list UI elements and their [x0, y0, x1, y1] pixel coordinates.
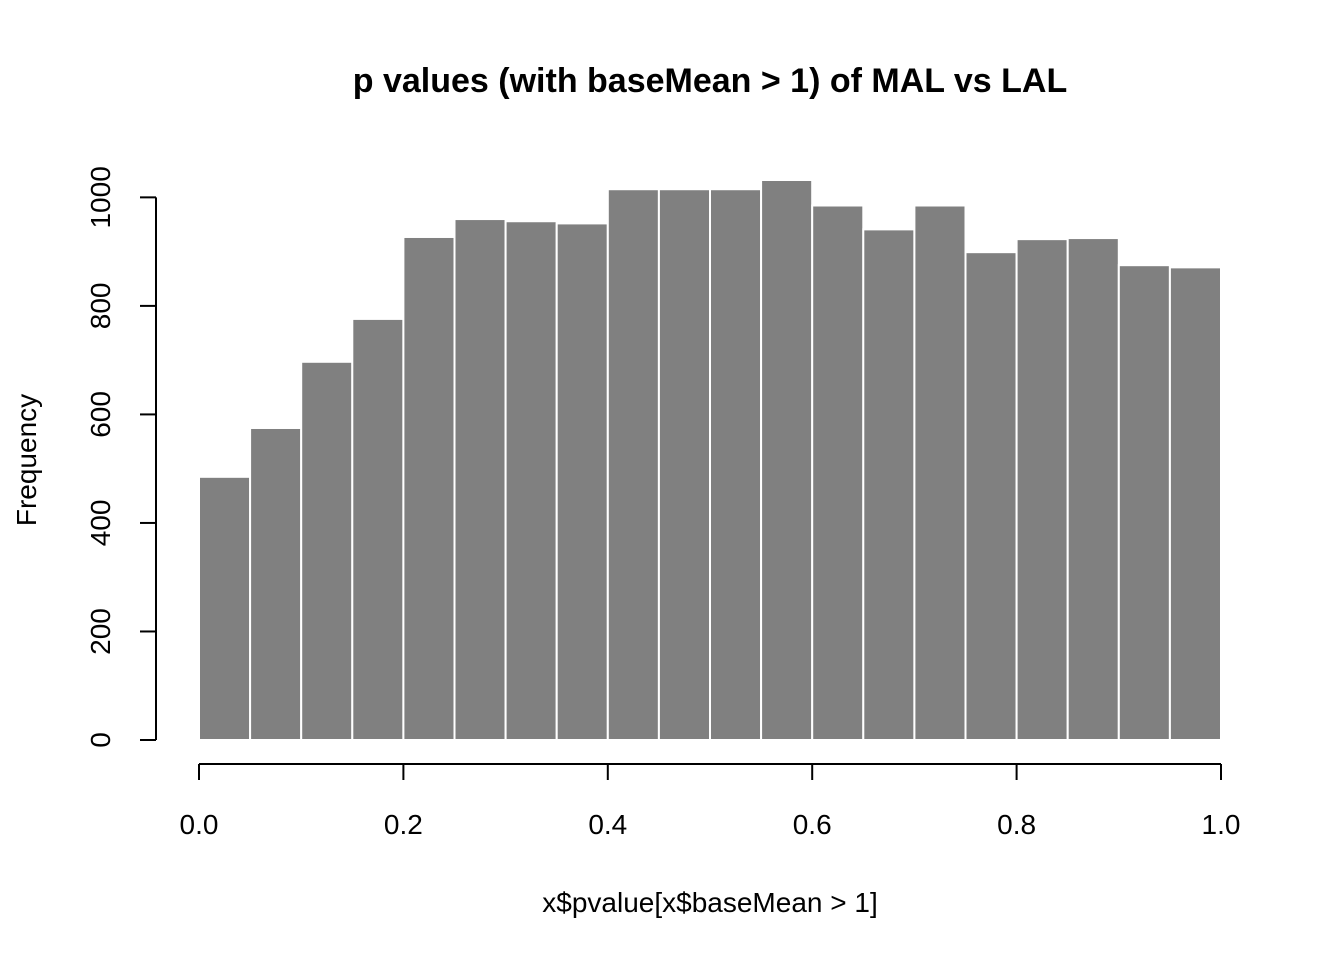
x-tick-label: 0.4: [588, 809, 627, 840]
histogram-bar: [964, 251, 1018, 742]
histogram-bar: [555, 222, 609, 742]
x-tick-label: 0.2: [384, 809, 423, 840]
x-tick-label: 1.0: [1202, 809, 1241, 840]
y-axis: 0 200 400 600 800 1000: [85, 166, 157, 748]
y-tick-label: 600: [85, 391, 116, 438]
histogram-bar: [760, 179, 814, 741]
chart-title: p values (with baseMean > 1) of MAL vs L…: [353, 62, 1067, 100]
histogram-bar: [249, 426, 303, 741]
histogram-bar: [913, 204, 967, 741]
histogram-bar: [453, 218, 507, 741]
x-tick-label: 0.8: [997, 809, 1036, 840]
histogram-bar: [657, 188, 712, 742]
y-tick-label: 200: [85, 608, 116, 655]
histogram-bar: [1117, 264, 1171, 741]
y-tick-label: 800: [85, 283, 116, 330]
x-axis-label: x$pvalue[x$baseMean > 1]: [542, 887, 877, 918]
y-tick-label: 400: [85, 500, 116, 547]
histogram-bar: [402, 235, 456, 741]
x-tick-label: 0.0: [180, 809, 219, 840]
x-tick-label: 0.6: [793, 809, 832, 840]
histogram-bar: [606, 188, 660, 742]
histogram-bar: [300, 360, 354, 741]
y-tick-label: 1000: [85, 166, 116, 228]
histogram-bar: [1168, 266, 1223, 741]
histogram-bar: [811, 204, 865, 741]
histogram-bar: [351, 317, 405, 741]
histogram-bar: [1015, 238, 1069, 742]
histogram-bar: [198, 475, 252, 741]
histogram-bar: [504, 220, 558, 742]
y-axis-label: Frequency: [11, 394, 42, 526]
histogram-bar: [862, 228, 916, 741]
histogram-bar: [709, 188, 763, 742]
y-tick-label: 0: [85, 732, 116, 748]
histogram-bar: [1066, 237, 1120, 741]
bars-group: [198, 179, 1223, 742]
x-axis: 0.0 0.2 0.4 0.6 0.8 1.0: [180, 763, 1241, 840]
